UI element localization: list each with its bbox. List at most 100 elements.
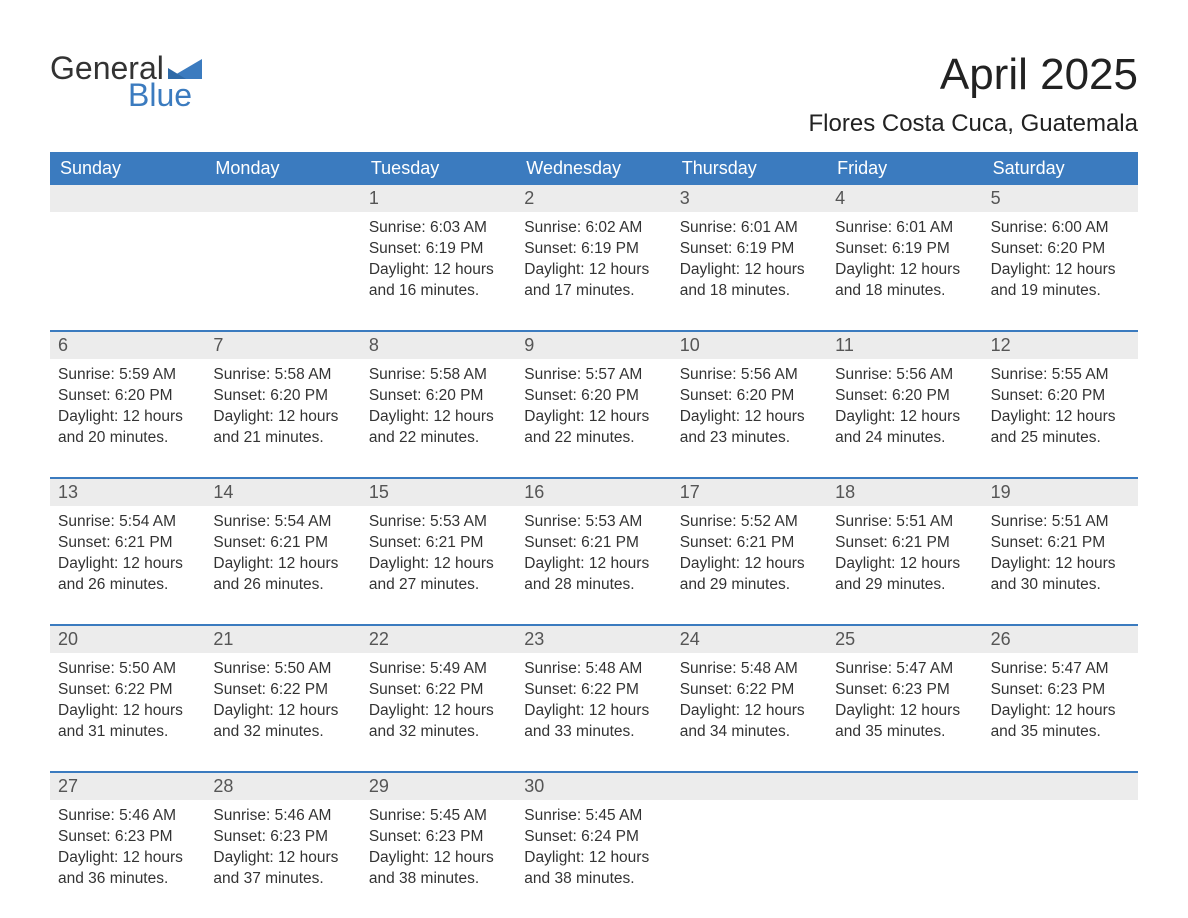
daylight-text-1: Daylight: 12 hours <box>524 554 663 575</box>
calendar-cell <box>827 800 982 900</box>
title-block: April 2025 Flores Costa Cuca, Guatemala <box>809 50 1138 138</box>
sunrise-text: Sunrise: 5:51 AM <box>991 512 1130 533</box>
daylight-text-2: and 26 minutes. <box>213 575 352 596</box>
day-header: Tuesday <box>361 152 516 185</box>
sunset-text: Sunset: 6:19 PM <box>835 239 974 260</box>
day-number-row: 13141516171819 <box>50 479 1138 506</box>
daylight-text-2: and 36 minutes. <box>58 869 197 890</box>
calendar-cell: Sunrise: 5:51 AMSunset: 6:21 PMDaylight:… <box>983 506 1138 606</box>
day-header: Sunday <box>50 152 205 185</box>
day-number: 24 <box>672 626 827 653</box>
sunrise-text: Sunrise: 6:03 AM <box>369 218 508 239</box>
day-header: Wednesday <box>516 152 671 185</box>
sunset-text: Sunset: 6:20 PM <box>369 386 508 407</box>
sunrise-text: Sunrise: 5:58 AM <box>213 365 352 386</box>
calendar-cell: Sunrise: 5:55 AMSunset: 6:20 PMDaylight:… <box>983 359 1138 459</box>
daylight-text-1: Daylight: 12 hours <box>835 407 974 428</box>
day-number: 19 <box>983 479 1138 506</box>
location-label: Flores Costa Cuca, Guatemala <box>809 110 1138 138</box>
sunset-text: Sunset: 6:20 PM <box>524 386 663 407</box>
day-number: 14 <box>205 479 360 506</box>
day-number: 11 <box>827 332 982 359</box>
calendar-cell: Sunrise: 5:46 AMSunset: 6:23 PMDaylight:… <box>205 800 360 900</box>
day-number <box>672 773 827 800</box>
daylight-text-1: Daylight: 12 hours <box>680 554 819 575</box>
sunrise-text: Sunrise: 5:51 AM <box>835 512 974 533</box>
sunrise-text: Sunrise: 5:54 AM <box>213 512 352 533</box>
sunrise-text: Sunrise: 5:52 AM <box>680 512 819 533</box>
sunset-text: Sunset: 6:20 PM <box>213 386 352 407</box>
calendar-cell: Sunrise: 5:52 AMSunset: 6:21 PMDaylight:… <box>672 506 827 606</box>
calendar-cell: Sunrise: 5:57 AMSunset: 6:20 PMDaylight:… <box>516 359 671 459</box>
daylight-text-1: Daylight: 12 hours <box>369 260 508 281</box>
daylight-text-2: and 18 minutes. <box>835 281 974 302</box>
day-number-row: 12345 <box>50 185 1138 212</box>
daylight-text-2: and 26 minutes. <box>58 575 197 596</box>
sunrise-text: Sunrise: 5:46 AM <box>213 806 352 827</box>
day-number: 26 <box>983 626 1138 653</box>
sunrise-text: Sunrise: 5:58 AM <box>369 365 508 386</box>
calendar-cell: Sunrise: 5:45 AMSunset: 6:24 PMDaylight:… <box>516 800 671 900</box>
calendar-cell: Sunrise: 5:49 AMSunset: 6:22 PMDaylight:… <box>361 653 516 753</box>
daylight-text-2: and 35 minutes. <box>835 722 974 743</box>
daylight-text-2: and 29 minutes. <box>835 575 974 596</box>
daylight-text-2: and 29 minutes. <box>680 575 819 596</box>
day-number: 8 <box>361 332 516 359</box>
daylight-text-2: and 31 minutes. <box>58 722 197 743</box>
calendar-cell: Sunrise: 5:56 AMSunset: 6:20 PMDaylight:… <box>672 359 827 459</box>
daylight-text-1: Daylight: 12 hours <box>213 701 352 722</box>
day-number <box>205 185 360 212</box>
day-number-row: 27282930 <box>50 773 1138 800</box>
sunset-text: Sunset: 6:20 PM <box>991 239 1130 260</box>
day-number: 29 <box>361 773 516 800</box>
sunset-text: Sunset: 6:21 PM <box>524 533 663 554</box>
sunrise-text: Sunrise: 5:46 AM <box>58 806 197 827</box>
daylight-text-2: and 25 minutes. <box>991 428 1130 449</box>
sunrise-text: Sunrise: 5:56 AM <box>680 365 819 386</box>
daylight-text-1: Daylight: 12 hours <box>524 848 663 869</box>
daylight-text-2: and 32 minutes. <box>213 722 352 743</box>
calendar-cell: Sunrise: 5:53 AMSunset: 6:21 PMDaylight:… <box>361 506 516 606</box>
day-number: 4 <box>827 185 982 212</box>
calendar-cell: Sunrise: 5:46 AMSunset: 6:23 PMDaylight:… <box>50 800 205 900</box>
sunset-text: Sunset: 6:22 PM <box>524 680 663 701</box>
month-title: April 2025 <box>809 50 1138 100</box>
daylight-text-1: Daylight: 12 hours <box>680 407 819 428</box>
day-number <box>827 773 982 800</box>
sunset-text: Sunset: 6:21 PM <box>835 533 974 554</box>
calendar-cell <box>672 800 827 900</box>
daylight-text-2: and 32 minutes. <box>369 722 508 743</box>
daylight-text-1: Daylight: 12 hours <box>991 260 1130 281</box>
sunrise-text: Sunrise: 6:01 AM <box>835 218 974 239</box>
daylight-text-2: and 16 minutes. <box>369 281 508 302</box>
daylight-text-1: Daylight: 12 hours <box>835 701 974 722</box>
sunset-text: Sunset: 6:21 PM <box>991 533 1130 554</box>
sunrise-text: Sunrise: 5:53 AM <box>369 512 508 533</box>
daylight-text-1: Daylight: 12 hours <box>369 554 508 575</box>
sunset-text: Sunset: 6:20 PM <box>835 386 974 407</box>
daylight-text-1: Daylight: 12 hours <box>991 701 1130 722</box>
day-number: 20 <box>50 626 205 653</box>
sunset-text: Sunset: 6:21 PM <box>213 533 352 554</box>
sunrise-text: Sunrise: 5:47 AM <box>835 659 974 680</box>
calendar-cell <box>50 212 205 312</box>
calendar-cell: Sunrise: 5:51 AMSunset: 6:21 PMDaylight:… <box>827 506 982 606</box>
calendar-cell: Sunrise: 5:54 AMSunset: 6:21 PMDaylight:… <box>205 506 360 606</box>
sunrise-text: Sunrise: 5:45 AM <box>369 806 508 827</box>
sunset-text: Sunset: 6:20 PM <box>58 386 197 407</box>
day-number: 16 <box>516 479 671 506</box>
sunset-text: Sunset: 6:23 PM <box>213 827 352 848</box>
daylight-text-1: Daylight: 12 hours <box>680 701 819 722</box>
day-number: 23 <box>516 626 671 653</box>
calendar-cell <box>205 212 360 312</box>
sunset-text: Sunset: 6:19 PM <box>369 239 508 260</box>
day-number: 2 <box>516 185 671 212</box>
sunrise-text: Sunrise: 6:02 AM <box>524 218 663 239</box>
calendar-cell: Sunrise: 6:02 AMSunset: 6:19 PMDaylight:… <box>516 212 671 312</box>
daylight-text-2: and 34 minutes. <box>680 722 819 743</box>
sunset-text: Sunset: 6:22 PM <box>213 680 352 701</box>
day-number <box>50 185 205 212</box>
day-number: 3 <box>672 185 827 212</box>
sunrise-text: Sunrise: 5:47 AM <box>991 659 1130 680</box>
sunset-text: Sunset: 6:23 PM <box>991 680 1130 701</box>
